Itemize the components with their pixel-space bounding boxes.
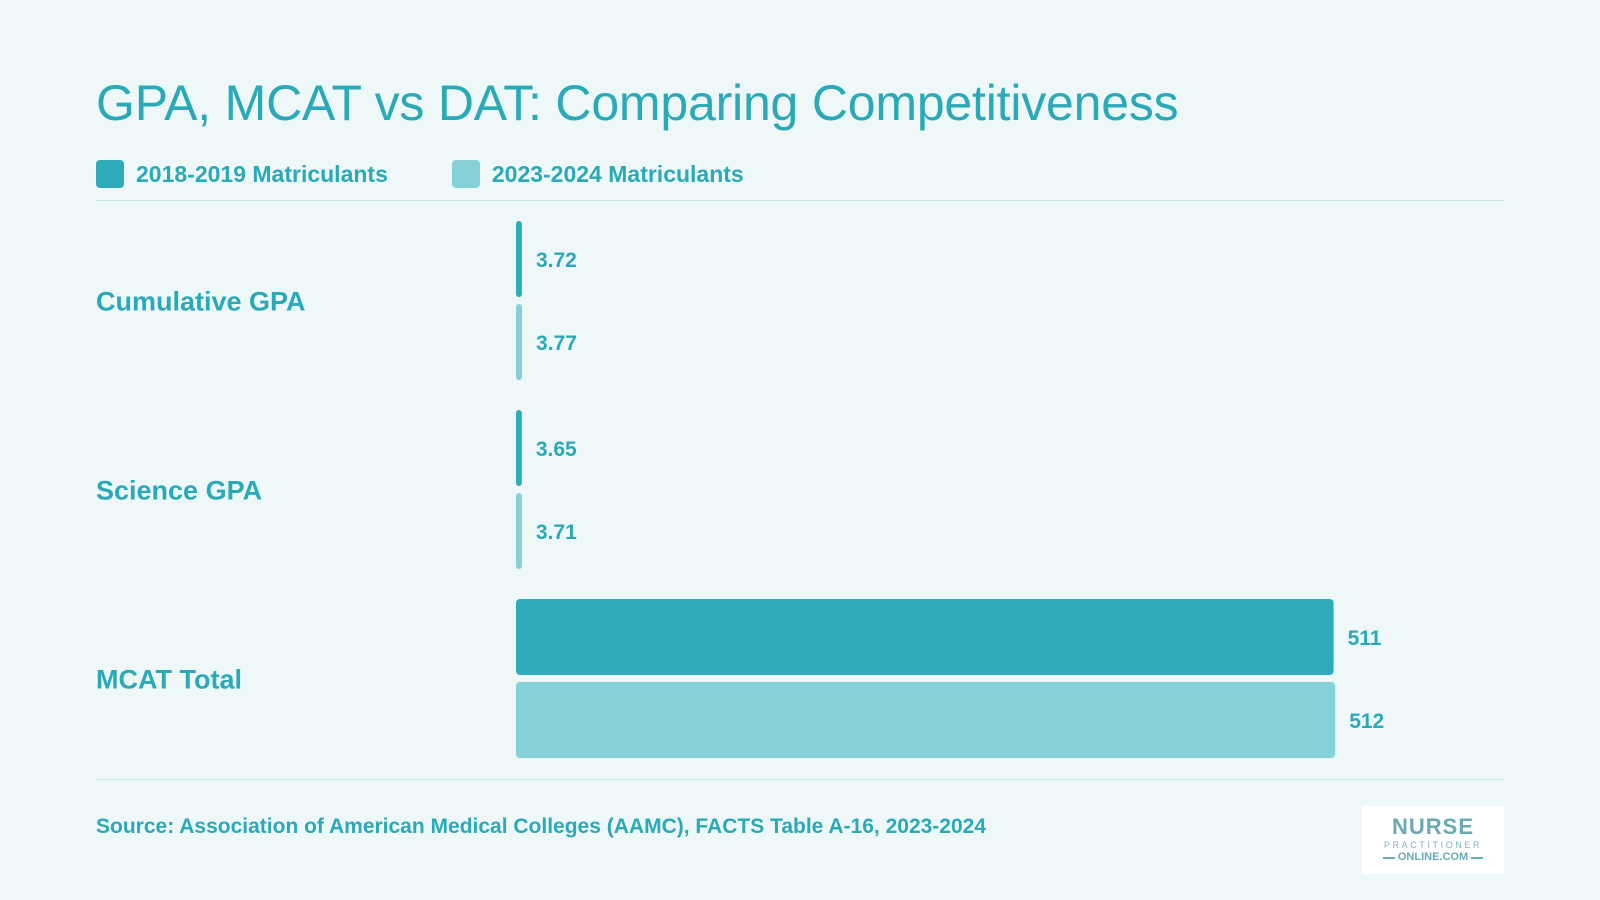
legend-item-2023-2024: 2023-2024 Matriculants	[451, 160, 744, 188]
legend-swatch-2023-2024	[451, 160, 480, 188]
category-label-science-gpa: Science GPA	[96, 476, 262, 506]
value-label-cumulative-gpa-2023-2024-matriculants: 3.77	[536, 332, 577, 355]
bar-science-gpa-2023-2024-matriculants	[516, 493, 522, 569]
logo-main-text: NURSE	[1391, 814, 1474, 839]
value-label-science-gpa-2023-2024-matriculants: 3.71	[536, 521, 577, 544]
nurse-practitioner-online-logo: NURSE PRACTITIONER ONLINE.COM	[1362, 806, 1504, 874]
legend-label-2018-2019: 2018-2019 Matriculants	[136, 160, 388, 187]
chart-title: GPA, MCAT vs DAT: Comparing Competitiven…	[96, 75, 1179, 131]
bar-mcat-total-2023-2024-matriculants	[516, 682, 1336, 758]
bar-cumulative-gpa-2023-2024-matriculants	[516, 304, 523, 380]
category-label-mcat-total: MCAT Total	[96, 665, 242, 695]
top-divider	[96, 200, 1504, 201]
value-label-mcat-total-2023-2024-matriculants: 512	[1349, 710, 1384, 733]
category-label-cumulative-gpa: Cumulative GPA	[96, 287, 306, 317]
bar-chart: Cumulative GPA 3.72 3.77 Science GPA 3.65 3.7…	[96, 221, 1384, 758]
bar-cumulative-gpa-2018-2019-matriculants	[516, 221, 522, 297]
value-label-science-gpa-2018-2019-matriculants: 3.65	[536, 438, 577, 461]
bar-mcat-total-2018-2019-matriculants	[516, 599, 1334, 675]
legend: 2018-2019 Matriculants 2023-2024 Matricu…	[96, 160, 808, 188]
legend-item-2018-2019: 2018-2019 Matriculants	[96, 160, 388, 188]
legend-swatch-2018-2019	[96, 160, 124, 188]
value-label-cumulative-gpa-2018-2019-matriculants: 3.72	[536, 249, 577, 272]
value-label-mcat-total-2018-2019-matriculants: 511	[1348, 627, 1382, 650]
legend-label-2023-2024: 2023-2024 Matriculants	[491, 160, 744, 187]
bottom-divider	[96, 779, 1504, 780]
source-note: Source: Association of American Medical …	[96, 815, 987, 838]
bar-science-gpa-2018-2019-matriculants	[516, 410, 522, 486]
logo-domain-text: ONLINE.COM	[1380, 851, 1486, 864]
logo-sub-text: PRACTITIONER	[1383, 840, 1483, 850]
